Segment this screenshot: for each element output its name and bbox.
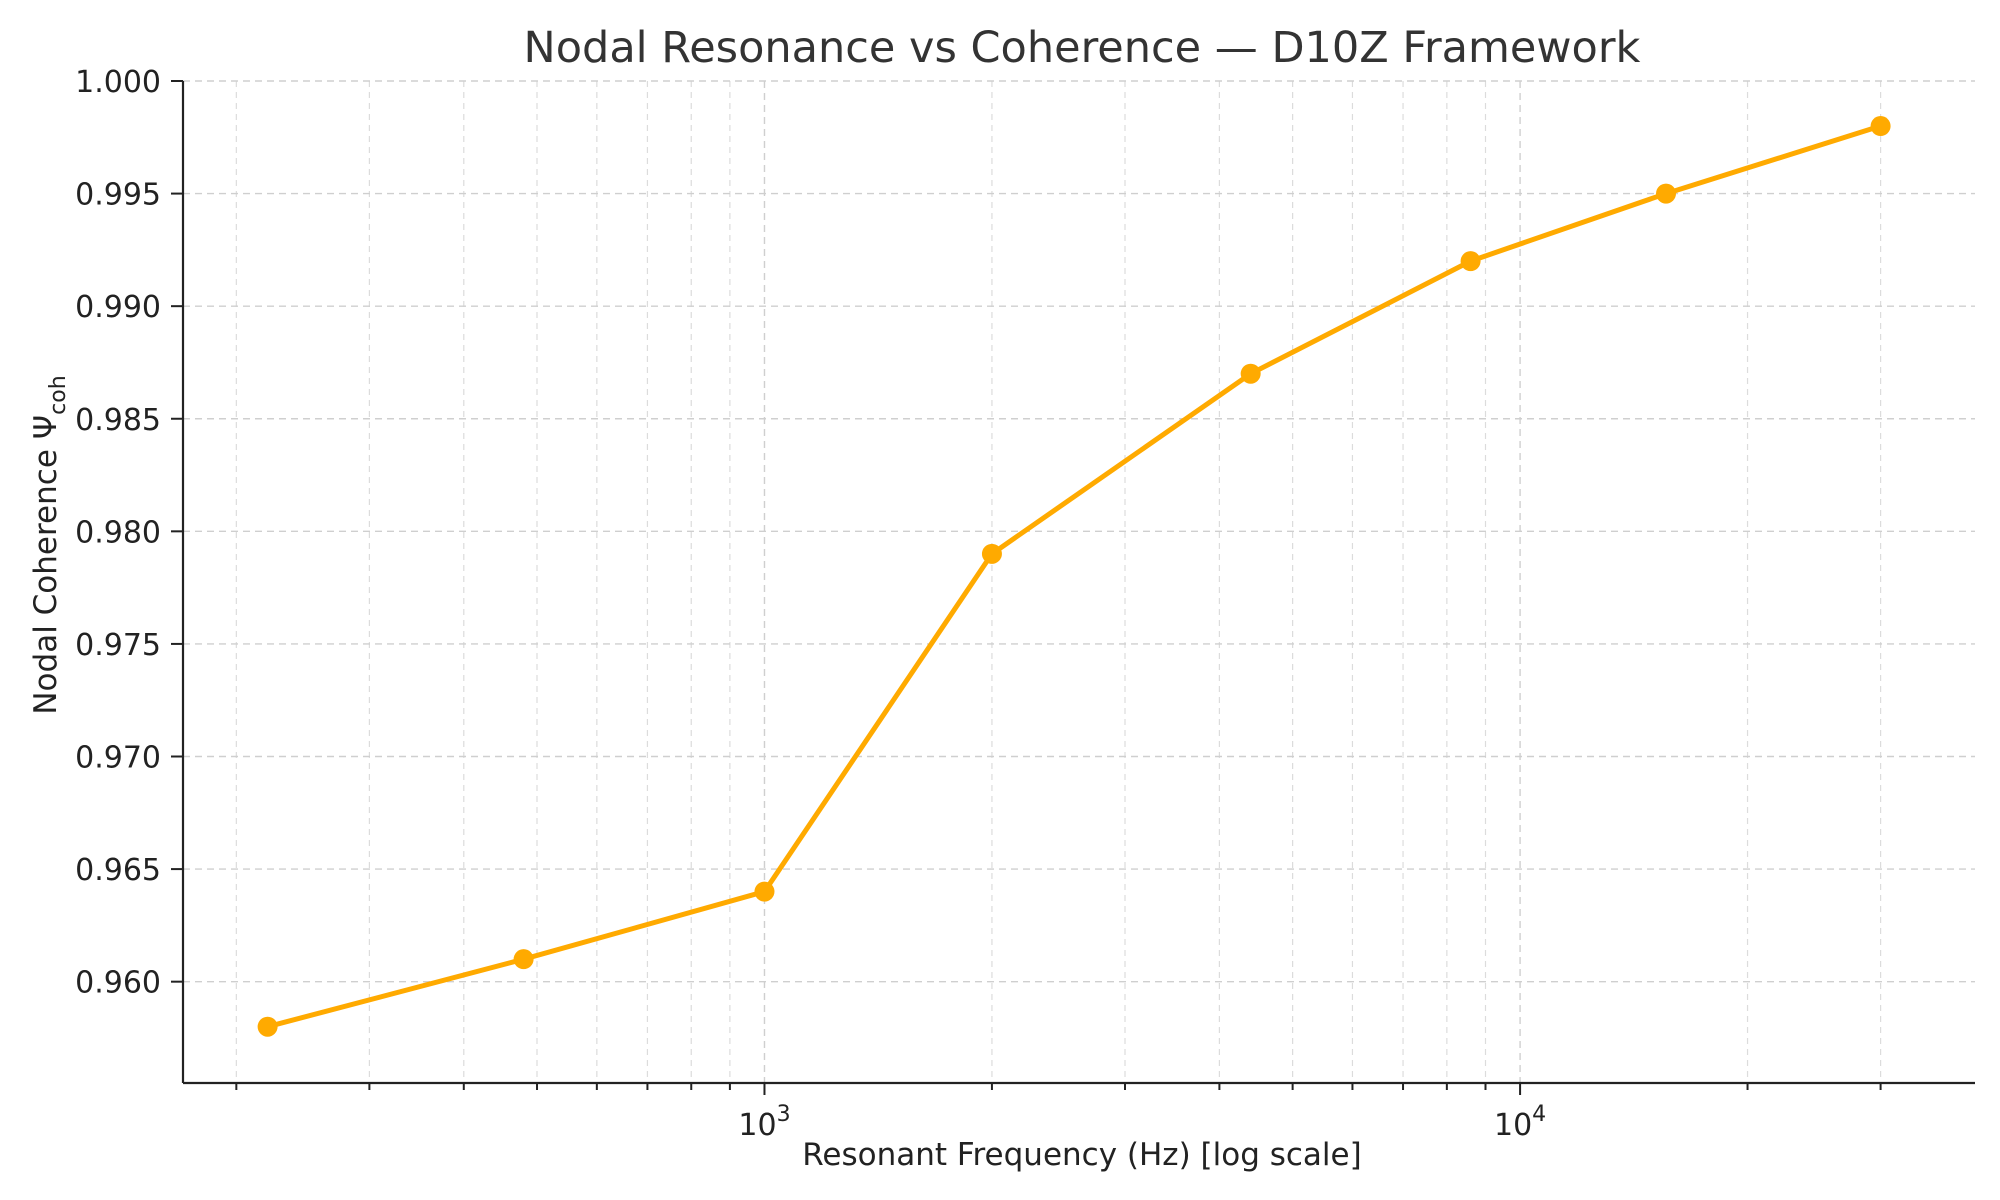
y-tick-label: 0.960	[75, 966, 161, 1001]
data-point	[1460, 251, 1481, 272]
series-line	[265, 123, 1884, 1030]
tick-labels: 103 104 0.960 0.965 0.970 0.975 0.980 0.985 0.99…	[75, 65, 1546, 1143]
chart-title: Nodal Resonance vs Coherence — D10Z Fram…	[524, 23, 1641, 73]
y-tick-label: 0.965	[75, 853, 161, 888]
series	[257, 116, 1891, 1037]
x-tick-label: 103	[738, 1102, 790, 1143]
y-tick-label: 0.985	[75, 403, 161, 438]
data-point	[754, 881, 775, 902]
data-point	[513, 949, 534, 970]
y-axis-label: Nodal Coherence Ψcoh	[28, 375, 71, 714]
y-tick-label: 0.970	[75, 741, 161, 776]
y-axis-label-subscript: coh	[46, 375, 71, 415]
data-point	[1656, 183, 1677, 204]
y-tick-label: 0.995	[75, 178, 161, 213]
axes	[171, 80, 1975, 1095]
data-point	[981, 543, 1002, 564]
data-point	[1870, 116, 1891, 137]
y-tick-label: 1.000	[75, 65, 161, 100]
x-tick-label: 104	[1494, 1102, 1546, 1143]
y-axis-label-main: Nodal Coherence Ψ	[28, 415, 64, 715]
data-point	[1240, 363, 1261, 384]
grid	[183, 80, 1975, 1083]
y-tick-label: 0.990	[75, 290, 161, 325]
data-point	[257, 1016, 278, 1037]
y-tick-label: 0.980	[75, 515, 161, 550]
x-axis-label: Resonant Frequency (Hz) [log scale]	[802, 1137, 1361, 1173]
y-tick-label: 0.975	[75, 628, 161, 663]
